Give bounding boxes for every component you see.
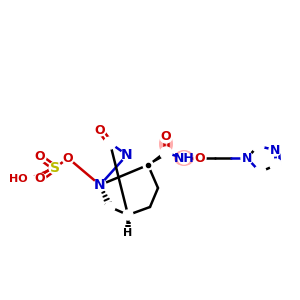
Text: HO: HO — [9, 174, 28, 184]
Circle shape — [123, 210, 133, 220]
Text: S: S — [50, 161, 60, 175]
Circle shape — [94, 124, 106, 136]
Circle shape — [121, 149, 133, 161]
Circle shape — [160, 147, 172, 159]
Text: O: O — [195, 152, 205, 164]
Circle shape — [178, 152, 190, 164]
Circle shape — [105, 202, 115, 212]
Text: NH: NH — [174, 152, 194, 164]
Circle shape — [252, 140, 264, 152]
Text: N: N — [242, 152, 252, 164]
Ellipse shape — [159, 133, 173, 155]
Circle shape — [269, 144, 281, 156]
Circle shape — [241, 152, 253, 164]
Text: O: O — [35, 172, 45, 185]
Text: O: O — [161, 130, 171, 143]
Text: O: O — [95, 124, 105, 136]
Circle shape — [160, 131, 172, 143]
Text: N: N — [121, 148, 133, 162]
Circle shape — [254, 166, 266, 178]
Circle shape — [62, 152, 74, 164]
Circle shape — [34, 173, 46, 185]
Text: N: N — [270, 143, 280, 157]
Circle shape — [94, 179, 106, 191]
Ellipse shape — [174, 150, 194, 166]
Polygon shape — [148, 152, 167, 165]
Circle shape — [270, 159, 282, 171]
Text: O: O — [35, 151, 45, 164]
Text: N: N — [94, 178, 106, 192]
Text: O: O — [63, 152, 73, 164]
Text: H: H — [123, 228, 133, 238]
Circle shape — [49, 162, 61, 174]
Circle shape — [34, 151, 46, 163]
Circle shape — [194, 152, 206, 164]
Circle shape — [143, 160, 153, 170]
Circle shape — [104, 137, 116, 149]
Circle shape — [22, 173, 34, 185]
